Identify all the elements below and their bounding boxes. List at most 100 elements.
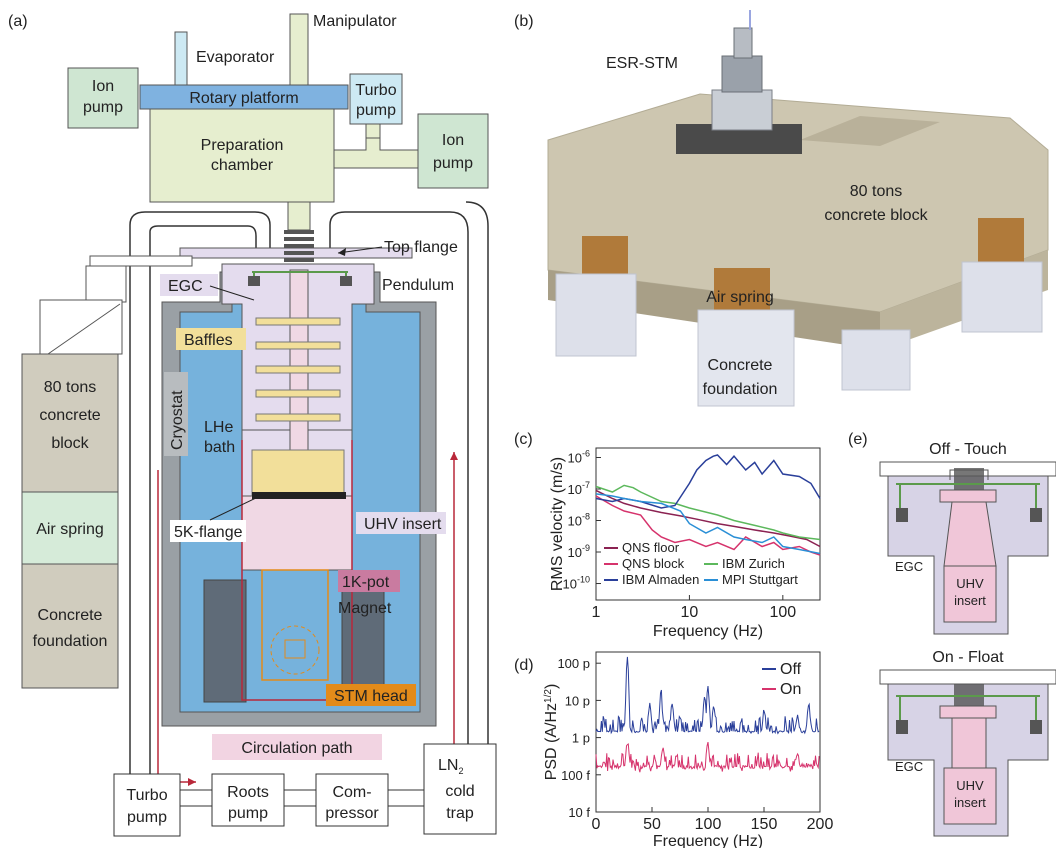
on-insert-line2: insert <box>954 795 986 810</box>
stack-foundation-line1: Concrete <box>38 607 103 624</box>
chart-c-ytick-label: 10-10 <box>563 575 590 592</box>
chart-d-ylabel: PSD (A/Hz1/2) <box>543 684 560 781</box>
on-insert-line1: UHV <box>956 778 984 793</box>
ion-pump-right-line1: Ion <box>442 132 464 149</box>
ion-pump-right <box>417 113 489 189</box>
chart-d-legend-label: On <box>780 681 801 698</box>
chart-d-ytick-label: 10 f <box>568 805 590 820</box>
chart-d-ticks: 0 50 100 150 200 10 f 100 f 1 p 10 p 100 p <box>557 656 833 833</box>
chart-c-legend-label: MPI Stuttgart <box>722 572 798 587</box>
off-bellows <box>954 468 984 492</box>
chart-c-ytick-label: 10-7 <box>568 480 590 497</box>
magnet-left <box>203 579 247 703</box>
lhe-line2: bath <box>204 439 235 456</box>
chart-c-series-line <box>595 493 821 555</box>
turbo-top-line2: pump <box>356 102 396 119</box>
chart-d-series <box>595 656 820 773</box>
manipulator-label: Manipulator <box>313 13 397 30</box>
stm-head-label: STM head <box>334 688 408 705</box>
preparation-chamber <box>149 107 335 203</box>
block-line1: 80 tons <box>850 183 902 200</box>
compressor <box>315 773 389 827</box>
panel-b: (b) ESR-STM 80 tons concrete block Air s… <box>514 10 1049 407</box>
chart-d-ytick-label: 100 f <box>561 768 590 783</box>
panel-a-label: (a) <box>8 13 28 30</box>
chart-c-ytick-label: 10-8 <box>568 512 590 529</box>
ion-pump-left-line2: pump <box>83 99 123 116</box>
chart-c-legend-label: IBM Zurich <box>722 556 785 571</box>
evaporator-rod <box>174 31 188 91</box>
chart-d-ytick-label: 10 p <box>565 693 590 708</box>
chart-c-xtick-label: 1 <box>592 604 601 621</box>
chart-d-ytick-label: 100 p <box>557 656 590 671</box>
flange-5k-label: 5K-flange <box>174 524 243 541</box>
chart-c-legend-label: IBM Almaden <box>622 572 699 587</box>
stack-block-line2: concrete <box>39 407 100 424</box>
ln2-line3: trap <box>446 805 474 822</box>
chart-d-panel-label: (d) <box>514 657 534 674</box>
panel-b-label: (b) <box>514 13 534 30</box>
top-flange-label: Top flange <box>384 239 458 256</box>
chart-c-series-line <box>595 489 821 548</box>
turbo-bottom-line1: Turbo <box>126 787 167 804</box>
off-touch-title: Off - Touch <box>929 441 1007 458</box>
compressor-line1: Com- <box>332 784 371 801</box>
egc-label: EGC <box>168 278 203 295</box>
chart-c-ytick-label: 10-9 <box>568 543 590 560</box>
stack-spring-label: Air spring <box>36 521 104 538</box>
chart-d-series-line <box>595 741 820 773</box>
block-line2: concrete block <box>824 207 928 224</box>
turbo-pump-bottom <box>113 773 181 837</box>
chart-d-ytick-label: 1 p <box>572 731 590 746</box>
roots-pump <box>211 773 285 827</box>
ln2-line1: LN2 <box>438 757 463 776</box>
off-uhv-insert <box>943 565 997 623</box>
chart-c-series <box>595 454 821 556</box>
stack-block-line1: 80 tons <box>44 379 96 396</box>
chart-c-legend-label: QNS floor <box>622 540 680 555</box>
ion-pump-right-line2: pump <box>433 155 473 172</box>
on-uhv-insert <box>943 767 997 825</box>
circulation-path-label: Circulation path <box>241 740 352 757</box>
ln2-line2: cold <box>445 783 474 800</box>
circulation-path-box <box>212 734 382 760</box>
chart-c-series-line <box>595 495 821 556</box>
stm-head-cage <box>261 569 329 681</box>
left-stack-spring <box>21 491 119 565</box>
esr-stm-label: ESR-STM <box>606 55 678 72</box>
on-float-title: On - Float <box>932 649 1004 666</box>
prep-chamber-line1: Preparation <box>201 137 284 154</box>
pendulum-label: Pendulum <box>382 277 454 294</box>
off-egc-label: EGC <box>895 559 923 574</box>
chart-d-series-line <box>595 656 820 735</box>
chart-d-legend: Off On <box>762 661 802 698</box>
ion-pump-left-line1: Ion <box>92 78 114 95</box>
chart-c-ticks: 1 10 100 10-10 10-9 10-8 10-7 10-6 <box>563 448 797 621</box>
off-insert-line1: UHV <box>956 576 984 591</box>
chart-c-xtick-label: 10 <box>681 604 699 621</box>
chart-d-xtick-label: 150 <box>751 816 778 833</box>
evaporator-label: Evaporator <box>196 49 275 66</box>
chart-c-xlabel: Frequency (Hz) <box>653 623 763 640</box>
chart-c-series-line <box>595 454 821 509</box>
chart-d-legend-label: Off <box>780 661 802 678</box>
panel-a: (a) Manipulator Evaporator Preparation c… <box>8 13 497 837</box>
cryostat-label: Cryostat <box>169 390 186 450</box>
air-spring-right <box>978 218 1024 264</box>
panel-e-label: (e) <box>848 431 868 448</box>
compressor-line2: pressor <box>325 805 379 822</box>
panel-e: (e) Off - Touch EGC UHV insert On - Floa… <box>848 431 1056 837</box>
chart-d-xlabel: Frequency (Hz) <box>653 833 763 848</box>
baffles-label: Baffles <box>184 332 233 349</box>
off-insert-line2: insert <box>954 593 986 608</box>
chart-rms-velocity: (c) 1 10 100 10-10 10-9 10-8 10-7 10-6 QNS floo… <box>514 431 821 640</box>
foundation-center <box>697 309 795 407</box>
chart-psd: (d) 0 50 100 150 200 10 f 100 f 1 p 10 p 100 p Of… <box>514 651 833 848</box>
stack-foundation-line2: foundation <box>33 633 108 650</box>
chart-d-xtick-label: 0 <box>592 816 601 833</box>
turbo-top-line1: Turbo <box>355 82 396 99</box>
chart-c-ytick-label: 10-6 <box>568 448 590 465</box>
rotary-platform-label: Rotary platform <box>189 90 298 107</box>
